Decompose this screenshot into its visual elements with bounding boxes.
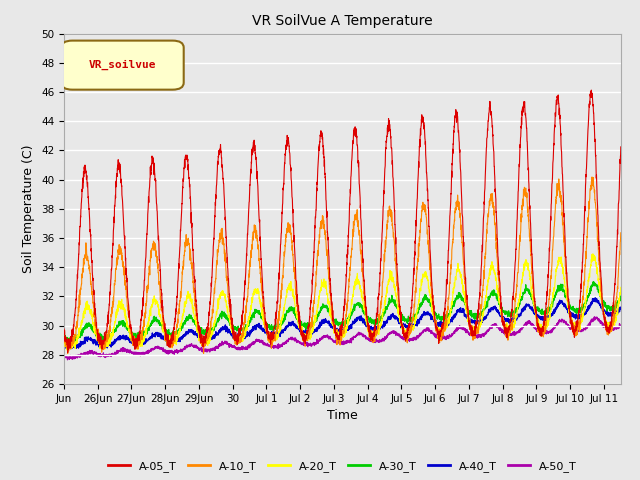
Legend: A-05_T, A-10_T, A-20_T, A-30_T, A-40_T, A-50_T: A-05_T, A-10_T, A-20_T, A-30_T, A-40_T, … xyxy=(104,457,581,477)
Y-axis label: Soil Temperature (C): Soil Temperature (C) xyxy=(22,144,35,273)
Text: VR_soilvue: VR_soilvue xyxy=(89,60,156,70)
X-axis label: Time: Time xyxy=(327,409,358,422)
FancyBboxPatch shape xyxy=(61,41,184,90)
Title: VR SoilVue A Temperature: VR SoilVue A Temperature xyxy=(252,14,433,28)
